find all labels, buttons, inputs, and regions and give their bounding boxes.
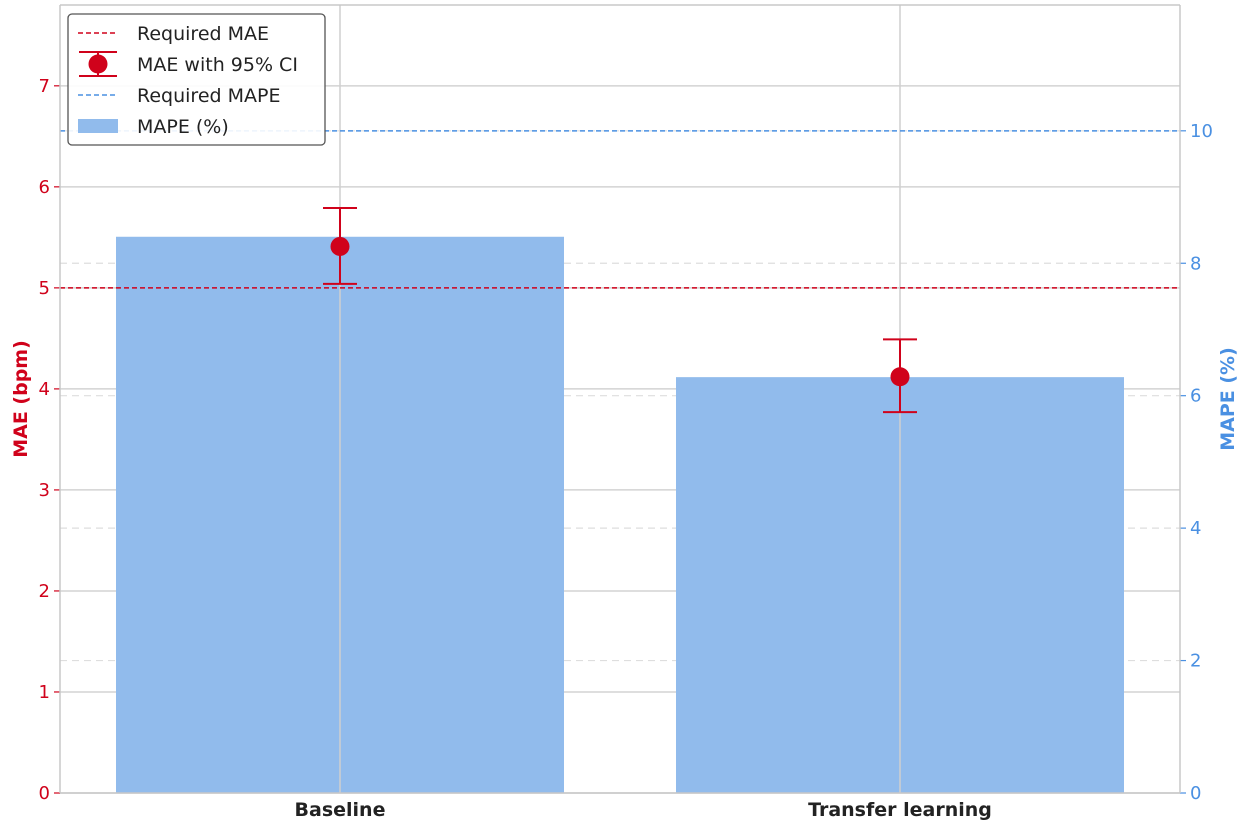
- tick-label-right: 10: [1190, 121, 1213, 142]
- tick-label-right: 0: [1190, 783, 1201, 804]
- tick-label-left: 3: [39, 480, 50, 501]
- axes: [54, 4, 1186, 794]
- legend-item-required-mape: Required MAPE: [137, 85, 280, 107]
- tick-label-left: 5: [39, 278, 50, 299]
- tick-label-left: 7: [39, 76, 50, 97]
- tick-labels: 0 1 2 3 4 5 6 7 0 2 4 6 8 10 Baseline Transfer learning: [39, 76, 1213, 821]
- tick-label-left: 6: [39, 177, 50, 198]
- legend-item-required-mae: Required MAE: [137, 23, 269, 45]
- legend-item-mae-ci: MAE with 95% CI: [137, 54, 298, 76]
- tick-label-right: 6: [1190, 386, 1201, 407]
- mae-point: [890, 367, 910, 387]
- legend-box: [67, 13, 326, 146]
- mae-point: [330, 236, 350, 256]
- legend-item-mape: MAPE (%): [137, 116, 229, 138]
- tick-label-left: 4: [39, 379, 50, 400]
- tick-label-right: 2: [1190, 651, 1201, 672]
- tick-label-left: 1: [39, 682, 50, 703]
- tick-label-right: 8: [1190, 253, 1201, 274]
- category-label: Transfer learning: [808, 799, 992, 821]
- error-bars: [323, 207, 917, 414]
- y-axis-right-title: MAPE (%): [1217, 347, 1239, 451]
- category-label: Baseline: [295, 799, 386, 821]
- legend-swatch: [78, 119, 118, 133]
- legend-swatch-point: [88, 54, 108, 74]
- y-axis-left-title: MAE (bpm): [10, 340, 32, 458]
- tick-label-left: 0: [39, 783, 50, 804]
- tick-label-left: 2: [39, 581, 50, 602]
- legend: Required MAE MAE with 95% CI Required MAPE…: [67, 13, 326, 146]
- bars: [116, 236, 1124, 793]
- tick-label-right: 4: [1190, 518, 1201, 539]
